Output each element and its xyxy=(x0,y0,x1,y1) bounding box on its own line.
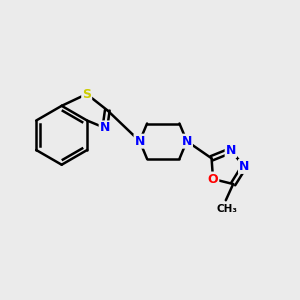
Text: N: N xyxy=(134,135,145,148)
Text: N: N xyxy=(182,135,192,148)
Text: CH₃: CH₃ xyxy=(217,204,238,214)
Text: N: N xyxy=(239,160,249,173)
Text: N: N xyxy=(100,122,110,134)
Text: O: O xyxy=(208,172,218,185)
Text: N: N xyxy=(226,144,236,157)
Text: S: S xyxy=(82,88,91,100)
